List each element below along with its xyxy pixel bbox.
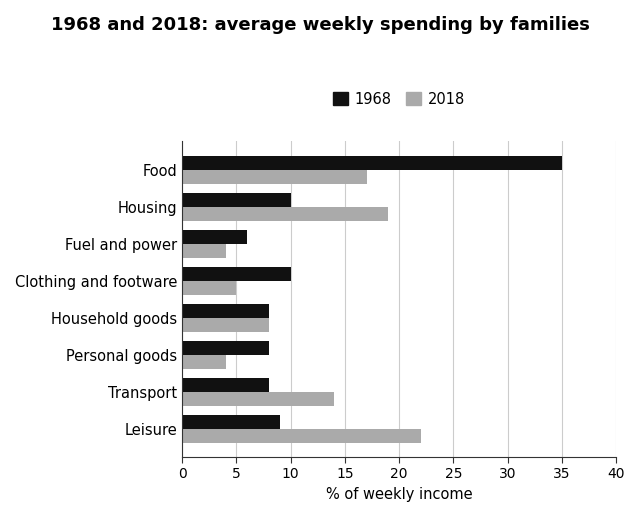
Bar (182, 230, 247, 244)
Bar (182, 170, 367, 184)
Bar (182, 267, 291, 281)
Bar (182, 244, 226, 258)
Bar (182, 303, 269, 318)
Bar (182, 193, 291, 207)
Bar (182, 207, 388, 221)
Bar (182, 341, 269, 355)
Bar (182, 281, 237, 295)
Text: 1968 and 2018: average weekly spending by families: 1968 and 2018: average weekly spending b… (51, 16, 589, 34)
Bar (182, 392, 334, 406)
Bar (182, 429, 421, 443)
Bar (182, 377, 269, 392)
X-axis label: % of weekly income: % of weekly income (326, 487, 472, 502)
Bar (182, 415, 280, 429)
Legend: 1968, 2018: 1968, 2018 (333, 92, 465, 107)
Bar (182, 318, 269, 332)
Bar (182, 156, 562, 170)
Bar (182, 355, 226, 369)
